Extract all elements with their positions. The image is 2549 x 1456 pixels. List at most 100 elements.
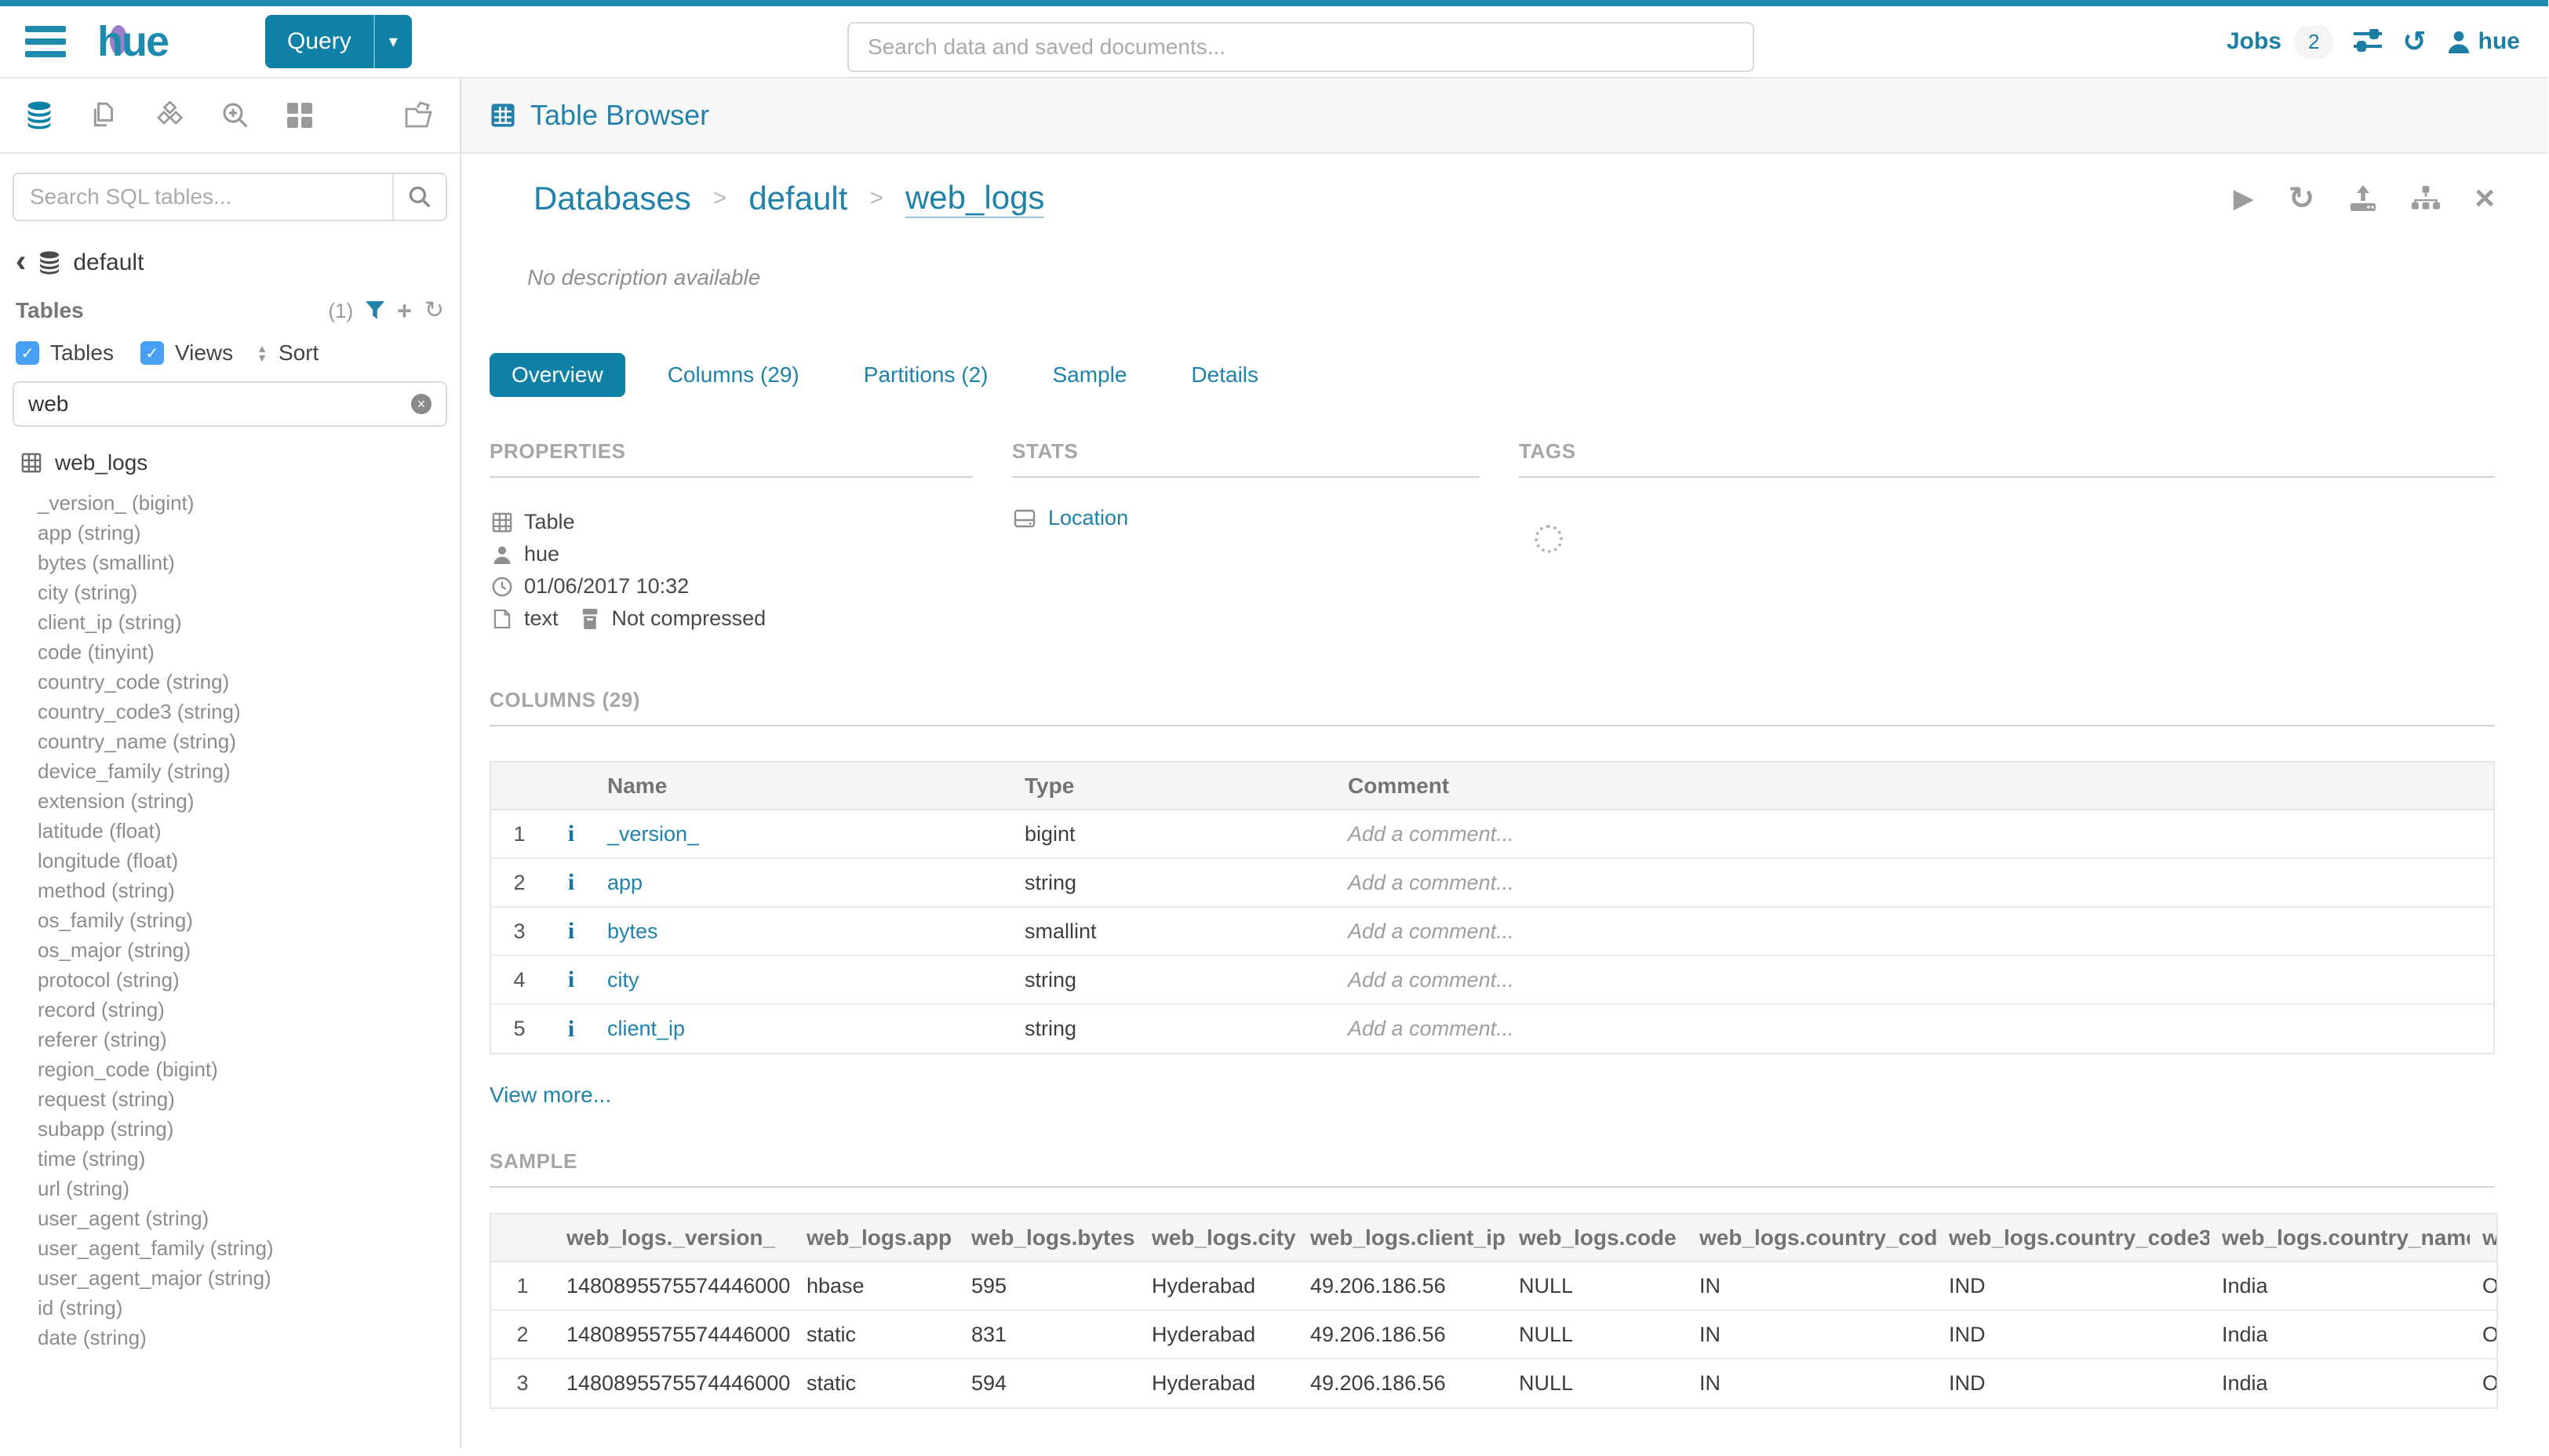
sidebar-column-item[interactable]: user_agent (string): [38, 1207, 209, 1230]
sidebar-column-item[interactable]: record (string): [38, 998, 165, 1021]
tab[interactable]: Sample: [1052, 362, 1127, 387]
jobs-link[interactable]: Jobs: [2226, 28, 2282, 54]
query-play-icon[interactable]: ▶: [2233, 184, 2254, 213]
breadcrumb-database[interactable]: default: [748, 180, 848, 217]
table-description[interactable]: No description available: [527, 265, 761, 289]
sidebar-column-item[interactable]: city (string): [38, 581, 138, 604]
refresh-tables-icon[interactable]: ↻: [424, 297, 444, 323]
history-icon[interactable]: ↺: [2402, 25, 2427, 57]
view-more-link[interactable]: View more...: [490, 1083, 612, 1107]
sidebar-column-item[interactable]: request (string): [38, 1087, 175, 1111]
column-comment-placeholder[interactable]: Add a comment...: [1335, 956, 2493, 1005]
tables-checkbox[interactable]: ✓: [16, 341, 39, 365]
table-filter-input[interactable]: [28, 391, 411, 417]
sql-tables-search-input[interactable]: [14, 174, 392, 220]
folder-documents-icon[interactable]: [403, 101, 435, 129]
search-icon[interactable]: [392, 174, 446, 220]
sort-icon[interactable]: ▲ ▼: [257, 342, 268, 364]
column-comment-placeholder[interactable]: Add a comment...: [1348, 1017, 1514, 1040]
user-menu[interactable]: hue: [2447, 28, 2520, 55]
sidebar-column-item[interactable]: region_code (bigint): [38, 1057, 218, 1081]
tables-label: Tables: [16, 298, 84, 322]
sidebar-column-item[interactable]: date (string): [38, 1326, 147, 1349]
column-comment-placeholder[interactable]: Add a comment...: [1335, 907, 2493, 956]
sidebar-column-item[interactable]: country_name (string): [38, 730, 236, 753]
sidebar-column-item[interactable]: url (string): [38, 1177, 130, 1200]
assist-app-switcher: [0, 78, 460, 154]
info-icon[interactable]: i: [567, 869, 575, 895]
hamburger-menu-icon[interactable]: [25, 20, 66, 64]
info-icon[interactable]: i: [567, 966, 575, 992]
sidebar-column-item[interactable]: client_ip (string): [38, 610, 182, 634]
sidebar-column-item[interactable]: latitude (float): [38, 819, 162, 843]
location-link[interactable]: Location: [1048, 506, 1129, 530]
add-table-icon[interactable]: +: [397, 297, 412, 325]
chevron-down-icon[interactable]: ▾: [373, 15, 412, 68]
database-breadcrumb-row[interactable]: ‹ default: [0, 237, 460, 286]
sidebar-column-item[interactable]: user_agent_family (string): [38, 1236, 274, 1260]
column-comment-placeholder[interactable]: Add a comment...: [1335, 858, 2493, 908]
sidebar-column-item[interactable]: os_family (string): [38, 908, 193, 932]
column-name-link[interactable]: app: [607, 870, 643, 894]
sidebar-column-item[interactable]: _version_ (bigint): [38, 491, 195, 515]
sample-cell: IND: [1936, 1310, 2209, 1360]
apps-grid-icon[interactable]: [287, 103, 312, 128]
sidebar-column-item[interactable]: method (string): [38, 879, 175, 902]
sample-col-header: web_logs.client_ip: [1298, 1214, 1506, 1262]
sidebar-column-item[interactable]: bytes (smallint): [38, 551, 175, 574]
sort-label[interactable]: Sort: [278, 340, 319, 365]
column-comment-placeholder[interactable]: Add a comment...: [1335, 810, 2493, 859]
sidebar-column-item[interactable]: app (string): [38, 521, 141, 544]
sidebar-column-item[interactable]: longitude (float): [38, 849, 179, 872]
filter-funnel-icon[interactable]: [366, 301, 385, 320]
sitemap-icon[interactable]: [2412, 186, 2441, 211]
sidebar-column-item[interactable]: os_major (string): [38, 938, 191, 962]
global-search-input[interactable]: [847, 22, 1754, 72]
sql-assist-icon[interactable]: [25, 101, 53, 129]
sidebar-table-web-logs[interactable]: web_logs: [0, 439, 460, 482]
sidebar-column-item[interactable]: time (string): [38, 1147, 146, 1170]
tables-checkbox-label[interactable]: Tables: [50, 340, 114, 365]
tab[interactable]: Partitions (2): [863, 362, 989, 387]
sidebar-column-item[interactable]: id (string): [38, 1296, 123, 1320]
sidebar-column-item[interactable]: referer (string): [38, 1028, 167, 1051]
views-checkbox[interactable]: ✓: [140, 341, 164, 365]
breadcrumb-table[interactable]: web_logs: [905, 179, 1045, 218]
tab[interactable]: Overview: [490, 353, 625, 397]
column-name-link[interactable]: _version_: [607, 821, 700, 846]
functions-assist-icon[interactable]: [155, 101, 184, 129]
column-name-link[interactable]: city: [607, 967, 639, 992]
property-compression: Not compressed: [611, 606, 767, 630]
sample-cell: India: [2209, 1310, 2470, 1360]
sidebar-column-item[interactable]: subapp (string): [38, 1117, 174, 1141]
sliders-icon[interactable]: [2354, 29, 2383, 54]
sidebar-column-item[interactable]: protocol (string): [38, 968, 180, 992]
tab[interactable]: Columns (29): [667, 362, 799, 387]
hue-logo[interactable]: hue: [97, 17, 169, 66]
close-icon[interactable]: ×: [2474, 179, 2495, 217]
sidebar-column-item[interactable]: country_code3 (string): [38, 700, 241, 723]
upload-icon[interactable]: [2349, 185, 2377, 212]
query-button[interactable]: Query ▾: [265, 15, 412, 68]
views-checkbox-label[interactable]: Views: [174, 340, 234, 365]
zoom-search-icon[interactable]: [221, 101, 249, 129]
refresh-icon[interactable]: ↻: [2288, 181, 2315, 216]
jobs-count-badge[interactable]: 2: [2294, 24, 2334, 59]
clear-filter-icon[interactable]: ×: [411, 394, 432, 414]
info-icon[interactable]: i: [567, 1015, 575, 1042]
sidebar-column-item[interactable]: extension (string): [38, 789, 195, 813]
sidebar-column-item[interactable]: user_agent_major (string): [38, 1266, 271, 1290]
column-row-number: 1: [491, 810, 548, 859]
documents-assist-icon[interactable]: [91, 102, 118, 129]
back-chevron-icon[interactable]: ‹: [16, 244, 27, 278]
column-name-link[interactable]: client_ip: [607, 1017, 686, 1040]
breadcrumb-databases[interactable]: Databases: [533, 180, 691, 217]
sample-col-header: web_logs.code: [1506, 1214, 1687, 1262]
info-icon[interactable]: i: [567, 821, 575, 846]
info-icon[interactable]: i: [567, 918, 575, 944]
sidebar-column-item[interactable]: device_family (string): [38, 759, 231, 783]
sidebar-column-item[interactable]: country_code (string): [38, 670, 230, 693]
tab[interactable]: Details: [1191, 362, 1259, 387]
column-name-link[interactable]: bytes: [607, 919, 658, 943]
sidebar-column-item[interactable]: code (tinyint): [38, 640, 155, 664]
